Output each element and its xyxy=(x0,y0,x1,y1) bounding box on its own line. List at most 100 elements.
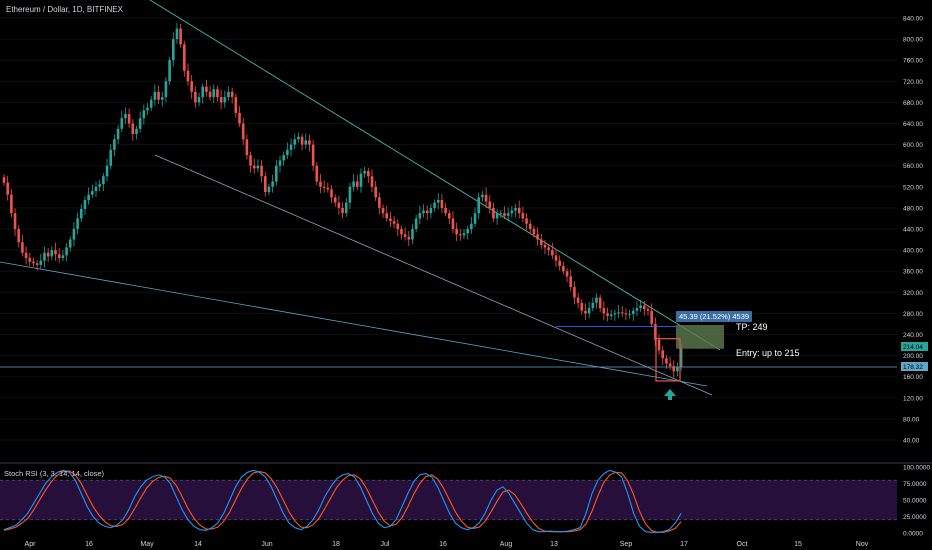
candle xyxy=(576,292,580,309)
price-grid xyxy=(0,17,897,441)
candle xyxy=(643,300,646,316)
candle xyxy=(459,229,462,241)
candle xyxy=(385,205,389,222)
candle xyxy=(153,84,157,106)
candle xyxy=(363,166,366,178)
candle xyxy=(565,268,569,283)
candle xyxy=(271,174,274,193)
candle xyxy=(341,202,344,219)
price-tick-label: 840.00 xyxy=(903,16,923,23)
price-tick-label: 600.00 xyxy=(903,142,923,149)
entry-box[interactable] xyxy=(655,338,681,382)
trade-overlays[interactable] xyxy=(556,325,724,400)
candle xyxy=(532,225,536,238)
candle xyxy=(149,96,153,111)
candle xyxy=(109,144,113,170)
candle xyxy=(278,155,282,173)
candle xyxy=(352,174,355,192)
candle xyxy=(481,191,484,202)
candle xyxy=(650,303,653,328)
price-tick-label: 640.00 xyxy=(903,121,923,128)
candle xyxy=(116,125,120,145)
candle xyxy=(407,231,411,246)
candle xyxy=(28,252,32,267)
candle xyxy=(499,210,503,218)
candle xyxy=(160,91,164,107)
candle xyxy=(628,309,631,319)
candle xyxy=(517,200,521,219)
candle xyxy=(510,205,514,218)
candle xyxy=(492,202,495,223)
x-tick-label: Nov xyxy=(856,541,869,548)
candle xyxy=(13,208,17,236)
x-tick-label: 13 xyxy=(550,541,558,548)
x-tick-label: Jun xyxy=(261,541,272,548)
candle xyxy=(330,185,333,204)
candle xyxy=(635,301,639,317)
candle xyxy=(142,104,146,125)
candle xyxy=(131,119,135,141)
candle xyxy=(447,209,451,225)
candle xyxy=(414,214,418,233)
candle xyxy=(87,187,90,205)
symbol-title: Ethereum / Dollar, 1D, BITFINEX xyxy=(6,5,124,14)
candle xyxy=(282,151,285,166)
candle xyxy=(216,85,219,102)
target-box[interactable] xyxy=(676,325,724,349)
candle xyxy=(337,195,341,215)
price-axis: 40.00 80.00 120.00 160.00 200.00 240.00 280.00… xyxy=(903,16,923,445)
candle xyxy=(76,212,79,235)
candle xyxy=(212,84,216,103)
candle xyxy=(484,187,488,209)
candle xyxy=(624,308,628,321)
candlestick-series xyxy=(2,22,683,378)
candle xyxy=(190,74,193,99)
measure-label-bg xyxy=(676,311,752,322)
candle xyxy=(543,240,547,255)
price-tick-label: 360.00 xyxy=(903,269,923,276)
trendlines[interactable] xyxy=(0,0,897,396)
candle xyxy=(418,205,422,225)
candle xyxy=(72,222,76,247)
candle xyxy=(168,57,171,85)
candle xyxy=(400,225,403,240)
candle xyxy=(514,204,517,218)
candle xyxy=(639,299,642,312)
candle xyxy=(94,181,98,197)
stoch-tick-label: 75.0000 xyxy=(903,481,927,488)
price-tick-label: 240.00 xyxy=(903,332,923,339)
candle xyxy=(455,222,458,242)
x-tick-label: 18 xyxy=(332,541,340,548)
x-axis: Apr 16 May 14 Jun 18 Jul 16 Aug 13 Sep 17 Oct 15 Nov xyxy=(25,541,869,548)
candle xyxy=(297,132,300,143)
candle xyxy=(124,107,127,125)
candle xyxy=(462,229,466,240)
candle xyxy=(668,356,672,370)
candle xyxy=(135,125,138,140)
stoch-d-line xyxy=(3,470,682,533)
candle xyxy=(569,269,573,292)
tp-label: TP: 249 xyxy=(736,322,768,332)
x-tick-label: Apr xyxy=(25,541,37,548)
candle xyxy=(98,179,101,192)
long-support-line[interactable] xyxy=(0,261,708,387)
upper-trendline[interactable] xyxy=(149,0,721,351)
price-tick-label: 40.00 xyxy=(903,438,920,445)
current-price-tag-bg xyxy=(901,342,928,351)
candle xyxy=(676,362,679,377)
candle xyxy=(661,346,665,366)
candle xyxy=(333,194,337,207)
candle xyxy=(580,299,584,315)
candle xyxy=(558,255,561,271)
candle xyxy=(444,203,447,217)
candle xyxy=(536,227,539,246)
price-tick-label: 720.00 xyxy=(903,79,923,86)
x-tick-label: 16 xyxy=(439,541,447,548)
stoch-axis: 100.0000 75.0000 50.0000 25.0000 0.0000 xyxy=(903,465,930,538)
candle xyxy=(646,305,650,316)
lower-trendline[interactable] xyxy=(154,154,713,396)
candle xyxy=(201,83,205,104)
candle xyxy=(326,182,330,193)
candle xyxy=(562,261,565,275)
